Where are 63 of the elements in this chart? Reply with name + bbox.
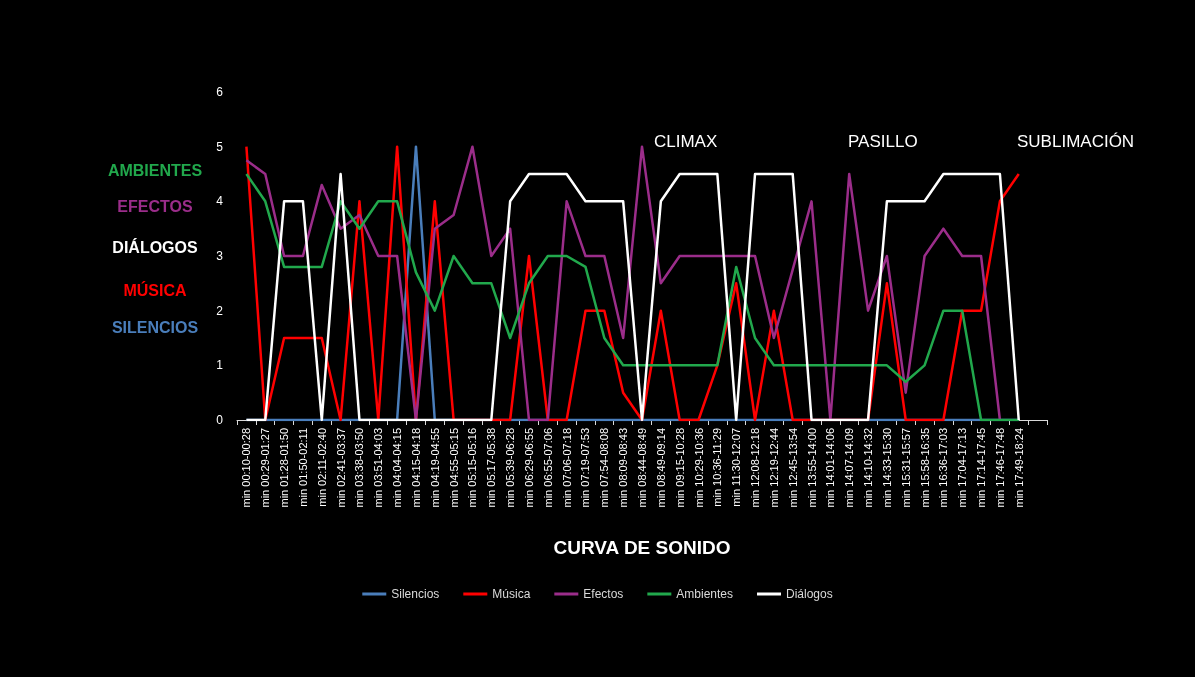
x-tick-label: min 03:51-04:03: [372, 428, 385, 508]
annotation: PASILLO: [847, 132, 918, 151]
x-tick-label: min 02:41-03:37: [334, 428, 347, 508]
x-tick-label: min 17:14-17:45: [975, 428, 988, 508]
text: EFECTOS: [117, 197, 193, 215]
text: SILENCIOS: [111, 318, 199, 336]
x-tick-label: min 05:17-05:38: [485, 428, 498, 508]
y-tick-label: 3: [216, 249, 224, 263]
x-tick-label: min 14:33-15:30: [880, 428, 893, 508]
x-tick-label: min 17:46-17:48: [993, 428, 1006, 508]
x-tick-label: min 07:54-08:08: [598, 428, 611, 508]
x-tick-label: min 13:55-14:00: [805, 428, 818, 508]
x-tick-label: min 09:15-10:28: [673, 428, 686, 508]
annotation: SUBLIMACIÓN: [1017, 132, 1135, 151]
x-tick-label: min 05:15-05:16: [466, 428, 479, 508]
x-tick-label: min 17:49-18:24: [1012, 428, 1025, 508]
legend-label: Silencios: [391, 587, 440, 601]
x-tick-label: min 04:04-04:15: [391, 428, 404, 508]
x-tick-label: min 12:19-12:44: [767, 428, 780, 508]
x-tick-label: min 08:09-08:43: [617, 428, 630, 508]
y-tick-label: 4: [216, 194, 224, 209]
x-tick-label: min 12:45-13:54: [786, 428, 799, 508]
x-tick-label: min 08:49-09:14: [654, 428, 667, 508]
x-tick-label: min 05:39-06:28: [504, 428, 517, 508]
x-tick-label: min 00:29-01:27: [259, 428, 272, 508]
y-tick-label: 1: [216, 358, 224, 373]
x-tick-label: min 16:36-17:03: [937, 428, 950, 508]
x-tick-label: min 15:58-16:35: [918, 428, 931, 508]
legend-label: Diálogos: [786, 587, 833, 601]
legend-label: Música: [492, 587, 531, 601]
x-tick-label: min 07:06-07:18: [560, 428, 573, 508]
y-tick-label: 0: [216, 413, 224, 427]
x-tick-label: min 14:07-14:09: [843, 428, 856, 508]
x-tick-label: min 14:10-14:32: [862, 428, 875, 508]
x-tick-label: min 04:15-04:18: [409, 428, 422, 508]
x-tick-label: min 10:36-11:29: [711, 428, 724, 507]
y-tick-label: 5: [216, 139, 224, 154]
x-tick-label: min 07:19-07:53: [579, 428, 592, 508]
x-tick-label: min 03:38-03:50: [353, 428, 366, 508]
x-tick-label: min 14:01-14:06: [824, 428, 837, 508]
legend-label: Ambientes: [676, 587, 734, 601]
text: MÚSICA: [123, 280, 187, 299]
x-tick-label: min 11:30-12:07: [730, 428, 743, 507]
x-tick-label: min 15:31-15:57: [899, 428, 912, 508]
x-tick-label: min 01:28-01:50: [278, 428, 291, 508]
text: AMBIENTES: [107, 161, 203, 179]
x-tick-label: min 06:55-07:06: [541, 428, 554, 508]
x-tick-label: min 04:19-04:55: [428, 428, 441, 508]
text: DIÁLOGOS: [112, 237, 198, 256]
y-tick-label: 2: [216, 303, 224, 318]
x-tick-label: min 06:29-06:55: [522, 428, 535, 508]
x-axis-title: CURVA DE SONIDO: [553, 537, 731, 558]
x-tick-label: min 12:08-12:18: [749, 428, 762, 508]
x-tick-label: min 00:10-00:28: [240, 428, 253, 508]
x-tick-label: min 08:44-08:49: [636, 428, 648, 508]
annotation: CLIMAX: [654, 132, 718, 151]
x-tick-label: min 04:55-05:15: [447, 428, 460, 508]
x-tick-label: min 17:04-17:13: [956, 428, 969, 508]
y-tick-label: 6: [216, 85, 224, 99]
x-tick-label: min 02:11-02:40: [315, 428, 328, 507]
x-tick-label: min 01:50-02:11: [296, 428, 309, 507]
legend-label: Efectos: [583, 587, 624, 601]
x-tick-label: min 10:29-10:36: [692, 428, 705, 508]
